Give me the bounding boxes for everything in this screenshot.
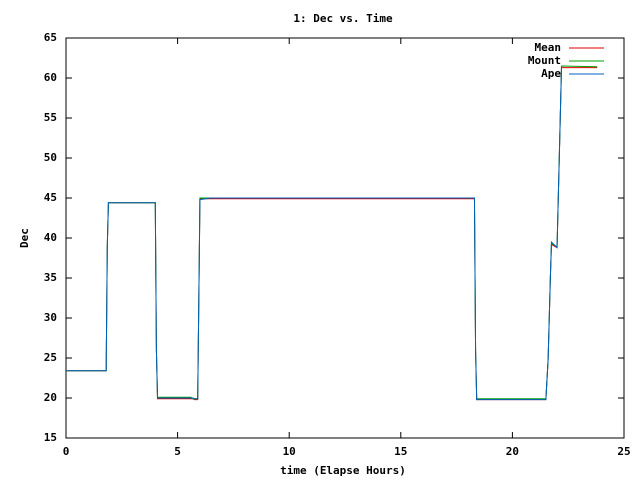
y-tick-label: 15 <box>44 431 57 444</box>
y-tick-label: 55 <box>44 111 57 124</box>
data-line <box>66 65 563 401</box>
y-tick-label: 40 <box>44 231 57 244</box>
x-tick-label: 25 <box>617 445 630 458</box>
y-tick-label: 25 <box>44 351 57 364</box>
y-tick-label: 35 <box>44 271 57 284</box>
y-tick-label: 30 <box>44 311 57 324</box>
y-tick-label: 20 <box>44 391 57 404</box>
chart-title: 1: Dec vs. Time <box>293 12 393 25</box>
y-tick-label: 45 <box>44 191 57 204</box>
x-tick-label: 5 <box>174 445 181 458</box>
data-line <box>66 67 598 401</box>
x-tick-label: 10 <box>283 445 296 458</box>
x-tick-label: 15 <box>394 445 407 458</box>
legend-label: Mean <box>535 41 562 54</box>
y-axis-label: Dec <box>18 228 31 248</box>
legend-label: Ape <box>541 67 561 80</box>
y-tick-label: 65 <box>44 31 57 44</box>
legend-label: Mount <box>528 54 561 67</box>
x-tick-label: 20 <box>506 445 519 458</box>
data-line <box>66 65 598 400</box>
x-axis-label: time (Elapse Hours) <box>280 464 406 477</box>
y-tick-label: 50 <box>44 151 57 164</box>
y-tick-label: 60 <box>44 71 57 84</box>
x-tick-label: 0 <box>63 445 70 458</box>
plot-frame <box>65 37 625 439</box>
